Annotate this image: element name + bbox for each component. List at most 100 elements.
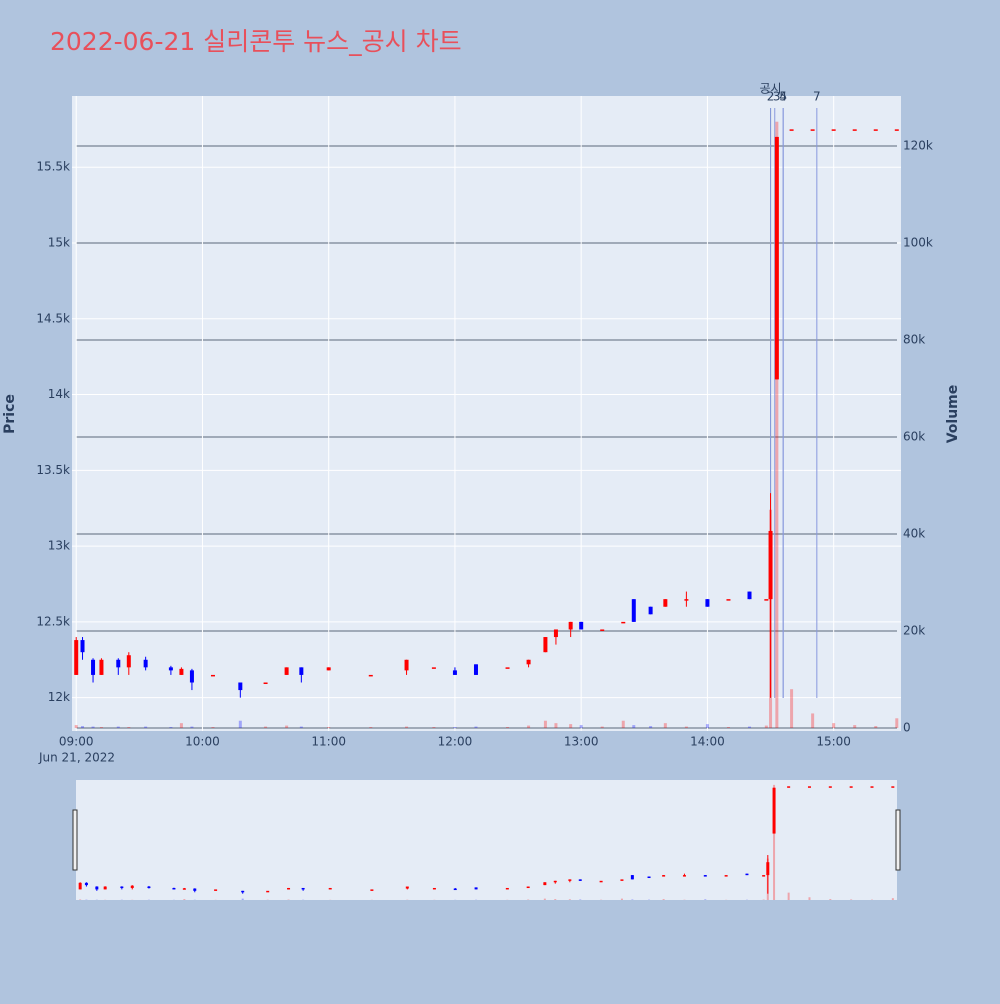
slider-candle-body	[568, 879, 571, 881]
slider-candle-body	[766, 862, 769, 875]
volume-bar	[300, 727, 303, 728]
volume-bar	[622, 721, 625, 728]
volume-bar	[554, 723, 557, 728]
candle-body	[474, 664, 478, 675]
slider-candle-body	[554, 881, 557, 883]
candle-body	[649, 607, 653, 615]
slider-volume-bar	[808, 897, 810, 900]
x-tick-label: 10:00	[185, 735, 220, 749]
slider-candle-body	[579, 879, 582, 881]
slider-candle-body	[302, 888, 305, 890]
slider-volume-bar	[579, 899, 581, 900]
slider-candle-body	[745, 874, 748, 876]
candle-body	[453, 670, 457, 675]
candle-body	[506, 667, 510, 669]
candle-body	[764, 599, 768, 601]
volume-bar	[895, 718, 898, 728]
slider-candle-body	[475, 887, 478, 889]
candle-body	[895, 129, 899, 131]
volume-bar	[706, 724, 709, 728]
candle-body	[579, 622, 583, 630]
volume-bar	[453, 727, 456, 728]
slider-volume-bar	[631, 899, 633, 900]
volume-bar	[544, 721, 547, 728]
candle-body	[327, 667, 331, 670]
y2-axis-title: Volume	[945, 385, 961, 444]
slider-candle-body	[631, 875, 634, 879]
slider-candle-body	[172, 888, 175, 890]
marker-label: 5	[779, 90, 787, 104]
slider-candle-body	[95, 887, 98, 890]
slider-candle-body	[506, 888, 509, 890]
candle-body	[569, 622, 573, 630]
y-tick-label: 13.5k	[36, 463, 70, 477]
y2-tick-label: 120k	[903, 138, 933, 152]
candle-body	[299, 667, 303, 675]
candle-body	[179, 669, 183, 675]
y2-tick-label: 60k	[903, 429, 925, 443]
volume-bar	[92, 727, 95, 728]
candle-body	[543, 637, 547, 652]
slider-volume-bar	[183, 899, 185, 900]
y2-tick-label: 20k	[903, 623, 925, 637]
candle-body	[190, 670, 194, 682]
x-tick-label: 15:00	[816, 735, 851, 749]
volume-bar	[601, 727, 604, 728]
slider-candle-body	[891, 786, 894, 788]
slider-candle-body	[104, 887, 107, 890]
candle-body	[832, 129, 836, 131]
candle-body	[790, 129, 794, 131]
y-tick-label: 15.5k	[36, 160, 70, 174]
volume-bar	[81, 726, 84, 728]
y-tick-label: 13k	[48, 539, 70, 553]
candle-body	[726, 599, 730, 601]
slider-candle-body	[829, 786, 832, 788]
slider-candle-body	[762, 875, 765, 877]
y-tick-label: 12.5k	[36, 614, 70, 628]
slider-candle-body	[131, 886, 134, 888]
volume-bar	[169, 727, 172, 728]
slider-volume-bar	[892, 898, 894, 900]
slider-candle-body	[329, 888, 332, 890]
slider-candle-body	[683, 875, 686, 877]
slider-handle[interactable]	[896, 810, 900, 870]
slider-volume-bar	[79, 899, 81, 900]
volume-bar	[527, 726, 530, 728]
slider-candle-body	[147, 887, 150, 889]
volume-bar	[117, 727, 120, 728]
volume-bar	[405, 727, 408, 728]
volume-bar	[369, 727, 372, 728]
slider-candle-body	[120, 887, 123, 889]
slider-candle-body	[620, 879, 623, 881]
slider-candle-body	[370, 889, 373, 891]
candle-body	[81, 640, 85, 652]
x-tick-label: 14:00	[690, 735, 725, 749]
slider-volume-bar	[554, 899, 556, 900]
y2-tick-label: 0	[903, 721, 911, 735]
slider-candle-body	[183, 888, 186, 890]
volume-bar	[580, 725, 583, 728]
x-tick-label: 12:00	[438, 735, 473, 749]
candle-body	[705, 599, 709, 607]
slider-candle-body	[454, 889, 457, 891]
candle-body	[116, 660, 120, 668]
candle-body	[663, 599, 667, 607]
volume-bar	[100, 727, 103, 728]
volume-bar	[180, 723, 183, 728]
volume-bar	[649, 726, 652, 728]
slider-handle[interactable]	[73, 810, 77, 870]
y2-tick-label: 40k	[903, 526, 925, 540]
slider-candle-body	[850, 786, 853, 788]
candle-body	[874, 129, 878, 131]
slider-candle-body	[85, 883, 88, 885]
candle-body	[285, 667, 289, 675]
volume-bar	[569, 724, 572, 728]
slider-candle-body	[406, 887, 409, 889]
candle-body	[144, 660, 148, 668]
slider-candle-body	[870, 786, 873, 788]
slider-candle-body	[808, 786, 811, 788]
x-tick-label: 09:00	[59, 735, 94, 749]
volume-bar	[727, 727, 730, 728]
slider-candle-body	[214, 889, 217, 891]
slider-candle-body	[725, 875, 728, 877]
